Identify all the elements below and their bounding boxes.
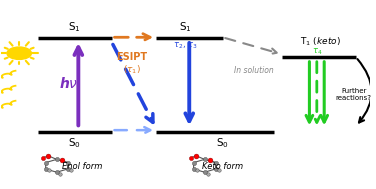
Text: In solution: In solution bbox=[234, 66, 274, 75]
Text: $\tau_2$, $\tau_3$: $\tau_2$, $\tau_3$ bbox=[173, 40, 198, 51]
Text: Keto form: Keto form bbox=[202, 162, 243, 171]
Text: ESIPT: ESIPT bbox=[117, 52, 147, 62]
Text: $\tau_4$: $\tau_4$ bbox=[312, 46, 322, 57]
Text: S$_0$: S$_0$ bbox=[216, 136, 229, 150]
Text: S$_0$: S$_0$ bbox=[68, 136, 81, 150]
Text: ($\tau_1$): ($\tau_1$) bbox=[123, 64, 141, 76]
Text: h$\nu$: h$\nu$ bbox=[59, 76, 79, 91]
Circle shape bbox=[7, 47, 31, 59]
Text: Further
reactions?: Further reactions? bbox=[336, 88, 372, 101]
Text: S$_1$: S$_1$ bbox=[179, 20, 192, 34]
FancyArrowPatch shape bbox=[358, 59, 371, 122]
Text: T$_1$ ($\it{keto}$): T$_1$ ($\it{keto}$) bbox=[300, 36, 341, 48]
Text: S$_1$: S$_1$ bbox=[68, 20, 81, 34]
Text: Enol form: Enol form bbox=[62, 162, 102, 171]
